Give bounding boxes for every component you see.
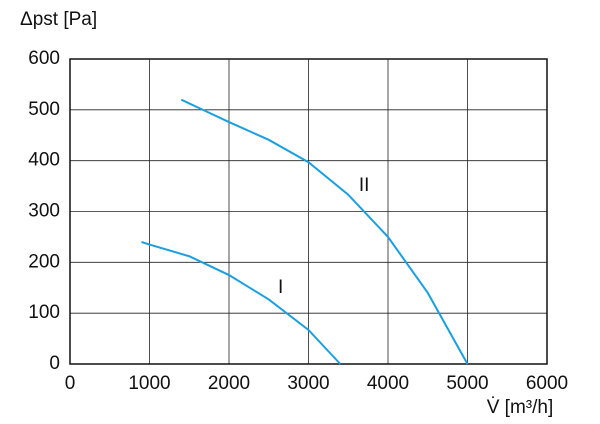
x-tick-label: 5000 xyxy=(446,373,488,394)
curve xyxy=(180,98,469,365)
x-tick-label: 3000 xyxy=(287,373,329,394)
y-tick-label: 100 xyxy=(28,302,60,323)
x-tick-label: 2000 xyxy=(208,373,250,394)
y-tick-label: 200 xyxy=(28,251,60,272)
y-tick-label: 600 xyxy=(28,48,60,69)
x-tick-label: 6000 xyxy=(526,373,568,394)
curve-label: I xyxy=(278,277,283,298)
curve-label: II xyxy=(359,175,370,196)
y-tick-label: 300 xyxy=(28,201,60,222)
y-tick-label: 500 xyxy=(28,99,60,120)
x-tick-label: 0 xyxy=(65,373,76,394)
x-tick-label: 4000 xyxy=(367,373,409,394)
x-axis-label: V̇ [m³/h] xyxy=(487,397,554,418)
plot-frame xyxy=(69,58,548,365)
x-tick-label: 1000 xyxy=(128,373,170,394)
y-tick-label: 400 xyxy=(28,150,60,171)
y-tick-label: 0 xyxy=(49,353,60,374)
y-axis-label: Δpst [Pa] xyxy=(20,9,97,30)
curve xyxy=(141,241,342,365)
